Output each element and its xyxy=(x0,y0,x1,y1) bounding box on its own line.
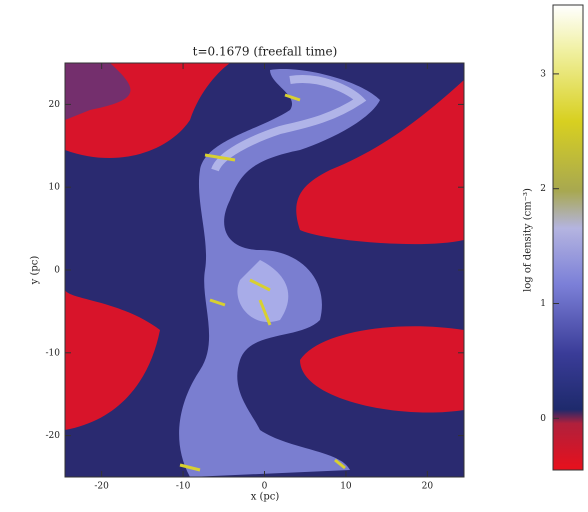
x-axis-label: x (pc) xyxy=(251,492,280,503)
x-tick-label: 10 xyxy=(340,482,352,492)
x-tick-label: -20 xyxy=(94,482,109,492)
colorbar-label: log of density (cm⁻³) xyxy=(523,188,534,292)
colorbar-tick-label: 3 xyxy=(540,69,546,79)
y-axis-label: y (pc) xyxy=(30,256,41,286)
colorbar-tick-label: 2 xyxy=(540,184,546,194)
x-tick-label: 20 xyxy=(422,482,434,492)
colorbar xyxy=(552,4,584,471)
y-tick-label: 20 xyxy=(49,100,61,110)
x-tick-label: 0 xyxy=(262,482,268,492)
x-tick-label: -10 xyxy=(176,482,191,492)
y-tick-label: -10 xyxy=(46,348,61,358)
density-field xyxy=(65,63,464,477)
chart-title: t=0.1679 (freefall time) xyxy=(193,45,338,59)
y-tick-label: -20 xyxy=(46,431,61,441)
y-tick-label: 0 xyxy=(54,266,60,276)
colorbar-tick-label: 0 xyxy=(540,414,546,424)
y-tick-label: 10 xyxy=(49,183,61,193)
colorbar-tick-label: 1 xyxy=(540,299,546,309)
